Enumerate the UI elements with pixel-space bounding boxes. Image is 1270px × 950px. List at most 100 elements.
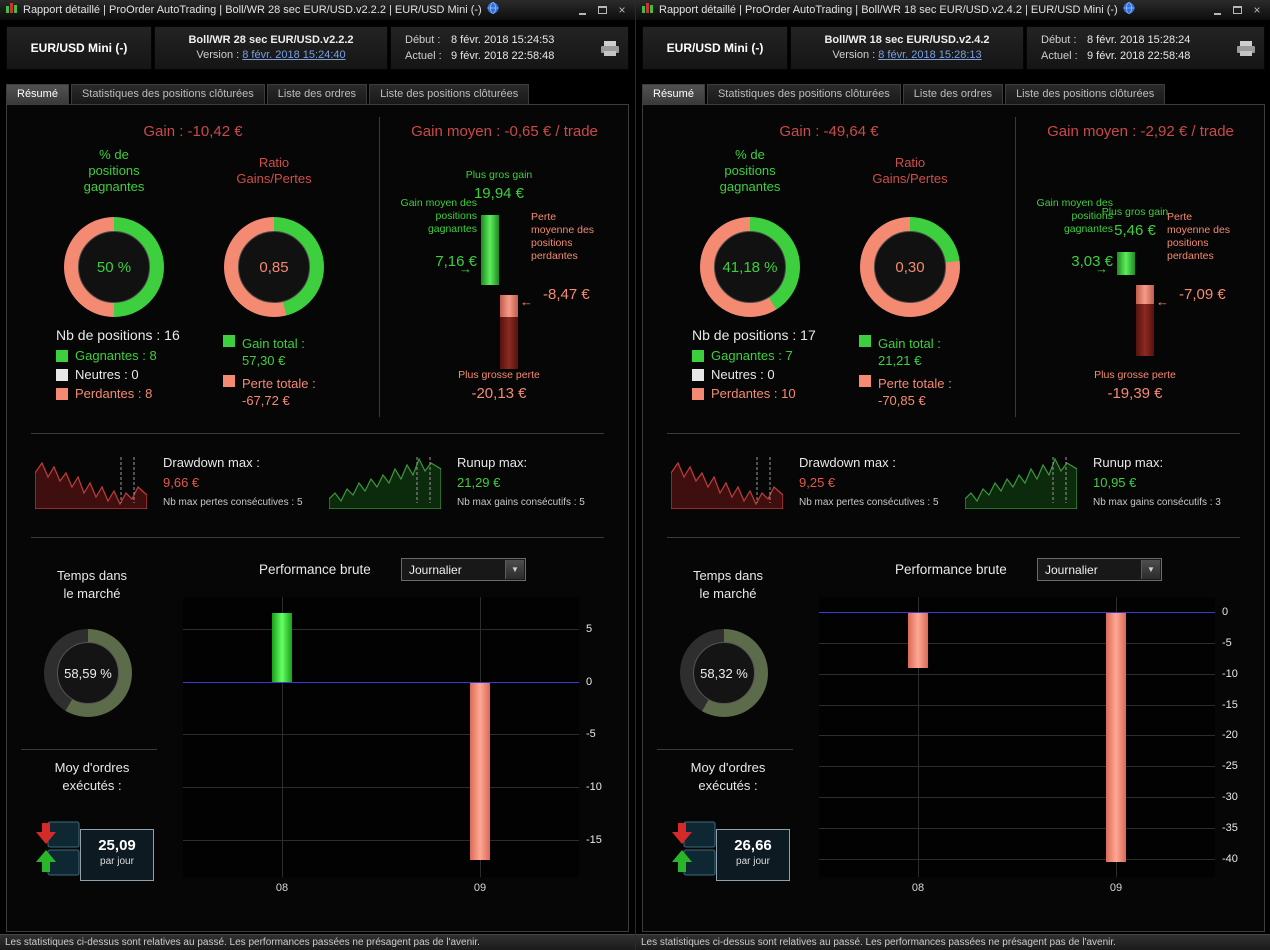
chart-gridline xyxy=(819,827,1215,829)
waterfall-bar-gain-moyen xyxy=(481,267,499,286)
gain-moyen-gagnantes-value: 3,03 € xyxy=(1071,253,1113,270)
market-time-value: 58,32 % xyxy=(700,665,748,681)
gain-moyen-gagnantes-label: Gain moyen des positions gagnantes xyxy=(1036,197,1113,235)
strategy-box: Boll/WR 28 sec EUR/USD.v2.2.2 Version : … xyxy=(154,26,388,70)
y-tick-label: -15 xyxy=(1222,698,1238,711)
waterfall-bar-perte-moyenne xyxy=(1136,285,1154,305)
divider xyxy=(21,749,157,750)
market-time-label-line2: le marché xyxy=(699,586,757,601)
close-button[interactable]: × xyxy=(618,2,626,17)
orders-per-day-unit: par jour xyxy=(100,856,134,867)
arrow-left-icon: ← xyxy=(520,294,533,309)
x-tick-label: 08 xyxy=(275,882,289,894)
plus-gros-gain-label: Plus gros gain xyxy=(1101,206,1169,219)
debut-value: 8 févr. 2018 15:28:24 xyxy=(1087,34,1191,46)
gain-total-value: 21,21 € xyxy=(878,353,922,368)
tab-liste-positions[interactable]: Liste des positions clôturées xyxy=(1005,84,1166,104)
report-window-left: Rapport détaillé | ProOrder AutoTrading … xyxy=(0,0,635,950)
perte-moyenne-value: -7,09 € xyxy=(1179,286,1226,303)
plus-grosse-perte-value: -19,39 € xyxy=(1107,385,1163,402)
print-button[interactable] xyxy=(1235,40,1257,60)
runup-sparkline xyxy=(329,457,441,509)
window-controls: × xyxy=(574,4,630,17)
chart-gridline xyxy=(819,858,1215,860)
plus-gros-gain-value: 5,46 € xyxy=(1114,222,1156,240)
plus-grosse-perte: Plus grosse perte -20,13 € xyxy=(434,369,564,402)
report-header: EUR/USD Mini (-) Boll/WR 18 sec EUR/USD.… xyxy=(636,20,1270,74)
ratio-label: Ratio Gains/Pertes xyxy=(872,155,948,186)
chart-gridline xyxy=(183,628,579,630)
perte-totale-label: Perte totale : xyxy=(878,376,952,391)
tab-liste-positions[interactable]: Liste des positions clôturées xyxy=(369,84,530,104)
version-label: Version : xyxy=(832,49,876,61)
orders-label-line2: exécutés : xyxy=(698,778,758,793)
legend-gagnantes: Gagnantes : 8 xyxy=(56,348,157,363)
titlebar[interactable]: Rapport détaillé | ProOrder AutoTrading … xyxy=(636,0,1270,20)
maximize-button[interactable] xyxy=(594,4,610,17)
y-tick-label: -40 xyxy=(1222,852,1238,865)
version-date-link[interactable]: 8 févr. 2018 15:24:40 xyxy=(242,49,346,61)
minimize-button[interactable] xyxy=(1209,4,1225,17)
y-tick-label: 0 xyxy=(1222,606,1229,619)
version-date-link[interactable]: 8 févr. 2018 15:28:13 xyxy=(878,49,982,61)
y-tick-label: -15 xyxy=(586,834,602,847)
tab-statistiques-positions[interactable]: Statistiques des positions clôturées xyxy=(706,84,901,104)
y-tick-label: -25 xyxy=(1222,760,1238,773)
orders-per-day-box: 26,66 par jour xyxy=(716,829,790,881)
maximize-button[interactable] xyxy=(1229,4,1245,17)
salmon-swatch xyxy=(56,387,68,400)
performance-label: Performance brute xyxy=(259,562,371,577)
period-dropdown[interactable]: Journalier ▼ xyxy=(401,558,526,581)
gain-title: Gain : -49,64 € xyxy=(779,123,879,140)
zero-line xyxy=(819,612,1215,614)
white-swatch xyxy=(692,368,704,381)
tab-statistiques-positions[interactable]: Statistiques des positions clôturées xyxy=(70,84,265,104)
gain-moyen-gagnantes-value: 7,16 € xyxy=(435,253,477,270)
orders-per-day-value: 26,66 xyxy=(734,837,772,854)
market-time-label: Temps dans le marché xyxy=(17,567,167,603)
period-dropdown[interactable]: Journalier ▼ xyxy=(1037,558,1162,581)
strategy-box: Boll/WR 18 sec EUR/USD.v2.4.2 Version : … xyxy=(790,26,1024,70)
chevron-down-icon: ▼ xyxy=(505,560,524,579)
close-button[interactable]: × xyxy=(1253,2,1261,17)
chart-gridline xyxy=(819,735,1215,737)
gain-title: Gain : -10,42 € xyxy=(143,123,243,140)
tab-liste-ordres[interactable]: Liste des ordres xyxy=(266,84,368,104)
dates-box: Début : 8 févr. 2018 15:24:53 Actuel : 9 f… xyxy=(390,26,629,70)
plus-grosse-perte-label: Plus grosse perte xyxy=(1094,369,1176,381)
minimize-button[interactable] xyxy=(574,4,590,17)
drawdown-sparkline xyxy=(35,457,147,509)
winning-positions-label: % de positions gagnantes xyxy=(83,147,145,194)
gain-moyen-title: Gain moyen : -0,65 € / trade xyxy=(411,123,598,140)
gain-moyen-panel: Plus gros gain 5,46 € Gain moyen des posi… xyxy=(1017,145,1266,433)
x-tick-label: 09 xyxy=(473,882,487,894)
tab-resume[interactable]: Résumé xyxy=(6,84,69,104)
globe-icon xyxy=(1123,1,1135,19)
ratio-donut: 0,30 xyxy=(860,217,960,317)
plus-grosse-perte-label: Plus grosse perte xyxy=(458,369,540,381)
summary-panel: Gain : -49,64 € Gain moyen : -2,92 € / t… xyxy=(642,104,1265,932)
strategy-name: Boll/WR 18 sec EUR/USD.v2.4.2 xyxy=(824,34,990,46)
performance-label: Performance brute xyxy=(895,562,1007,577)
chart-x-axis: 08 09 xyxy=(183,882,579,896)
chart-bar xyxy=(1106,612,1126,863)
titlebar[interactable]: Rapport détaillé | ProOrder AutoTrading … xyxy=(0,0,635,20)
chart-gridline xyxy=(819,704,1215,706)
gain-moyen-panel: Plus gros gain 19,94 € Gain moyen des pos… xyxy=(381,145,630,433)
gain-moyen-title: Gain moyen : -2,92 € / trade xyxy=(1047,123,1234,140)
tab-resume[interactable]: Résumé xyxy=(642,84,705,104)
titlebar-text: Rapport détaillé | ProOrder AutoTrading … xyxy=(659,4,1118,16)
market-time-donut: 58,59 % xyxy=(44,629,132,717)
tab-liste-ordres[interactable]: Liste des ordres xyxy=(902,84,1004,104)
orders-pages-icon xyxy=(672,821,716,876)
market-time-label-line1: Temps dans xyxy=(692,568,764,583)
chart-y-axis: 5 0 -5 -10 -15 xyxy=(586,597,620,877)
green-swatch xyxy=(692,349,704,362)
waterfall-bar-perte-moyenne xyxy=(500,295,518,318)
print-button[interactable] xyxy=(599,40,621,60)
orders-per-day-unit: par jour xyxy=(736,856,770,867)
tab-bar: Résumé Statistiques des positions clôtur… xyxy=(642,84,1166,104)
legend-neutres-label: Neutres : 0 xyxy=(75,367,139,382)
drawdown-value: 9,25 € xyxy=(799,475,836,490)
waterfall-bar-gain-moyen xyxy=(1117,267,1135,276)
